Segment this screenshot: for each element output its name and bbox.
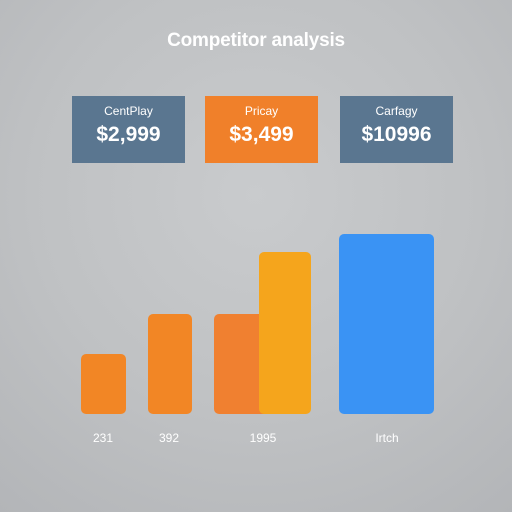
bar-1995 (214, 314, 270, 414)
card-label: Carfagy (375, 104, 418, 118)
bar-irtch (339, 234, 434, 414)
x-tick-label: 231 (93, 431, 113, 445)
card-value: $10996 (361, 123, 432, 146)
chart-title: Competitor analysis (167, 30, 345, 51)
x-tick-label: 392 (159, 431, 179, 445)
card-label: CentPlay (104, 104, 153, 118)
bar-1995 (259, 252, 311, 414)
bar-231 (81, 354, 126, 414)
price-card-pricay: Pricay $3,499 (205, 96, 318, 163)
bar-392 (148, 314, 192, 414)
price-card-carfagy: Carfagy $10996 (340, 96, 453, 163)
x-tick-label: 1995 (250, 431, 277, 445)
x-tick-label: Irtch (375, 431, 398, 445)
card-value: $2,999 (96, 123, 161, 146)
card-label: Pricay (244, 104, 279, 118)
price-card-centplay: CentPlay $2,999 (72, 96, 185, 163)
card-value: $3,499 (229, 123, 294, 146)
